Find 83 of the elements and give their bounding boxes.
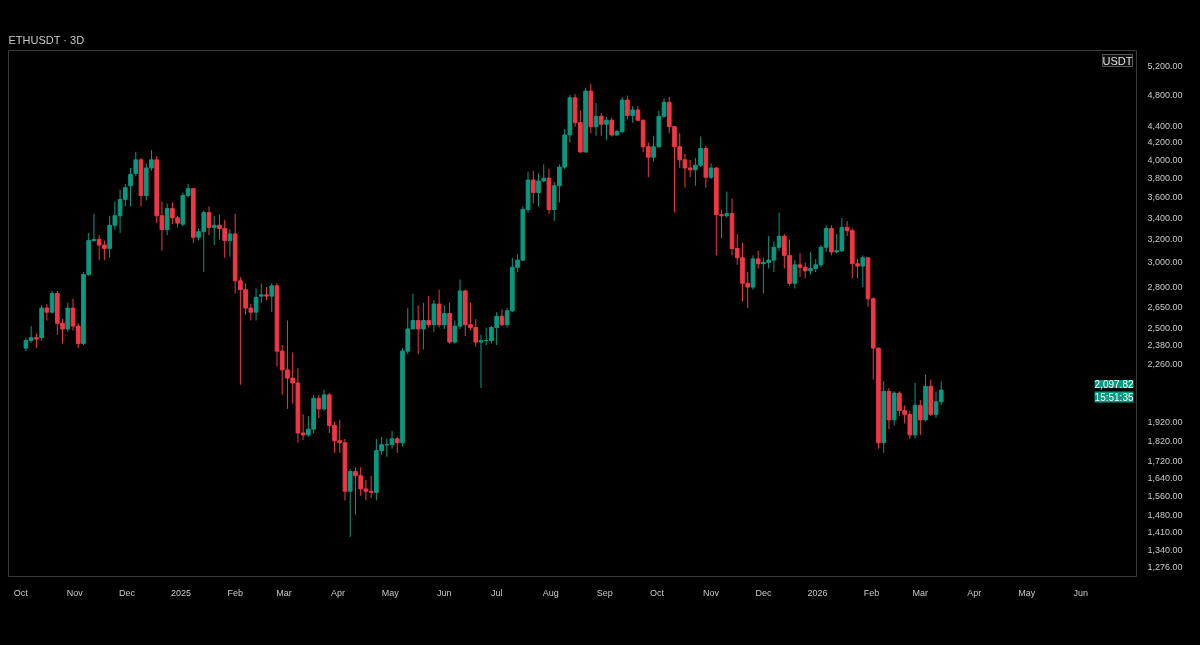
candlestick: [316, 394, 322, 419]
candlestick: [258, 282, 264, 304]
candlestick: [211, 215, 217, 246]
candlestick: [917, 399, 923, 436]
y-tick-label: 1,640.00: [1147, 472, 1183, 483]
y-tick-label: 2,650.00: [1147, 301, 1183, 312]
candlestick: [269, 282, 275, 313]
x-tick-label: Oct: [650, 587, 665, 598]
candlestick: [164, 202, 170, 236]
candlestick: [593, 102, 599, 137]
chart-title: ETHUSDT · 3D: [8, 33, 85, 46]
y-tick-label: 5,200.00: [1147, 61, 1183, 72]
candlestick: [442, 304, 447, 330]
x-tick-label: Jul: [490, 587, 503, 598]
y-tick-label: 1,820.00: [1147, 435, 1183, 446]
candlestick: [44, 303, 50, 321]
x-tick-label: Mar: [276, 587, 292, 598]
x-tick-label: May: [381, 587, 400, 598]
candlestick: [421, 302, 426, 351]
y-tick-label: 2,380.00: [1147, 340, 1183, 351]
y-tick-label: 1,920.00: [1147, 416, 1183, 427]
candlestick: [347, 468, 353, 538]
x-tick-label: May: [1018, 587, 1036, 598]
candlestick: [431, 299, 437, 333]
candlestick: [609, 117, 615, 138]
candlestick: [436, 289, 442, 329]
candlestick: [860, 254, 866, 288]
x-tick-label: Dec: [119, 587, 136, 598]
y-tick-label: 2,800.00: [1147, 282, 1183, 293]
y-axis-title: USDT: [1102, 54, 1133, 67]
y-tick-label: 1,276.00: [1147, 562, 1183, 573]
x-tick-label: Nov: [703, 587, 720, 598]
candlestick: [530, 170, 536, 204]
candlestick: [792, 259, 798, 289]
y-tick-label: 3,800.00: [1147, 173, 1183, 184]
x-tick-label: Aug: [542, 587, 559, 598]
y-tick-label: 2,500.00: [1147, 322, 1183, 333]
candlestick: [499, 308, 505, 327]
candlestick: [128, 167, 133, 207]
candlestick: [426, 295, 431, 329]
candlestick: [321, 389, 327, 412]
candlestick: [65, 302, 71, 333]
y-tick-label: 4,000.00: [1147, 154, 1183, 165]
x-tick-label: Apr: [967, 587, 982, 598]
y-tick-label: 1,560.00: [1147, 490, 1183, 501]
candlestick: [389, 430, 395, 450]
y-tick-label: 4,200.00: [1147, 137, 1183, 148]
x-tick-label: Sep: [596, 587, 613, 598]
x-tick-label: Jun: [437, 587, 452, 598]
x-tick-label: Nov: [66, 587, 84, 598]
y-tick-label: 1,410.00: [1147, 526, 1183, 537]
y-tick-label: 3,000.00: [1147, 257, 1183, 268]
candlestick: [724, 191, 730, 219]
y-tick-label: 3,200.00: [1147, 234, 1183, 245]
candlestick: [625, 95, 630, 120]
candlestick: [253, 287, 259, 321]
y-tick-label: 1,340.00: [1147, 544, 1183, 555]
candlestick: [598, 112, 604, 137]
y-tick-label: 4,400.00: [1147, 120, 1183, 131]
candlestick: [49, 290, 55, 315]
x-tick-label: Mar: [912, 587, 929, 598]
x-tick-label: 2025: [171, 587, 192, 598]
y-tick-label: 1,720.00: [1147, 455, 1183, 466]
candlestick: [415, 304, 421, 355]
y-tick-label: 2,260.00: [1147, 358, 1183, 369]
x-tick-label: Jun: [1073, 587, 1088, 598]
y-tick-label: 4,800.00: [1147, 89, 1183, 100]
candlestick: [829, 224, 834, 256]
candlestick: [227, 229, 233, 258]
y-tick-label: 3,600.00: [1147, 192, 1183, 203]
x-tick-label: Oct: [13, 587, 29, 598]
x-tick-label: Dec: [755, 587, 772, 598]
x-tick-label: Feb: [227, 587, 243, 598]
x-tick-label: Feb: [863, 587, 880, 598]
y-tick-label: 1,480.00: [1147, 509, 1183, 520]
y-tick-label: 3,400.00: [1147, 212, 1183, 223]
x-tick-label: 2026: [807, 587, 828, 598]
annotation: 2,097.82: [1094, 379, 1134, 391]
candlestick: [604, 116, 609, 141]
x-tick-label: Apr: [331, 587, 346, 598]
annotation: 15:51:35: [1094, 391, 1134, 403]
candlestick: [478, 334, 484, 389]
candlestick: [133, 151, 139, 177]
